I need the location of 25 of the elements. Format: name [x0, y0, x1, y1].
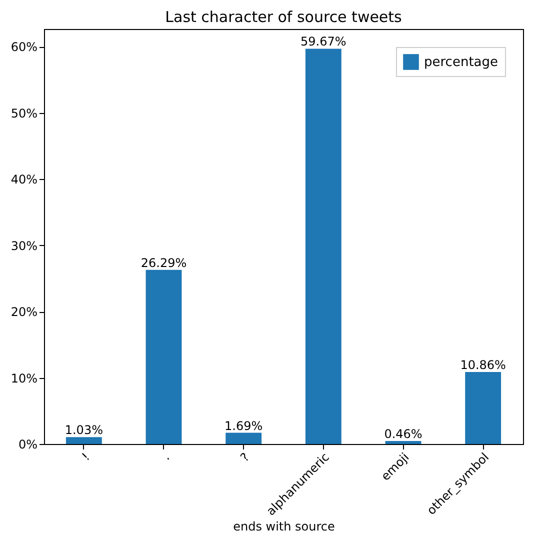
y-tick-label: 50% — [10, 106, 38, 120]
data-label: 1.03% — [64, 423, 103, 438]
legend-label: percentage — [424, 55, 498, 70]
x-tick-label: ! — [79, 450, 92, 464]
chart-title: Last character of source tweets — [165, 8, 402, 26]
data-label: 10.86% — [460, 358, 506, 372]
data-label: 0.46% — [384, 426, 422, 441]
y-tick-label: 20% — [10, 305, 38, 320]
x-tick-label: . — [160, 450, 172, 463]
y-tick-label: 10% — [10, 371, 38, 386]
x-tick-label: ? — [238, 450, 252, 464]
data-label: 59.67% — [300, 34, 346, 49]
y-tick-label: 0% — [18, 438, 38, 452]
bar — [305, 48, 342, 444]
y-tick-label: 40% — [10, 172, 38, 187]
bar — [465, 372, 502, 444]
bar — [66, 437, 102, 444]
bar — [146, 270, 182, 444]
data-label: 1.69% — [224, 418, 263, 433]
data-label: 26.29% — [140, 256, 187, 270]
y-tick-label: 60% — [10, 40, 38, 54]
y-tick-label: 30% — [10, 238, 38, 253]
x-axis-title: ends with source — [233, 520, 335, 534]
bar — [385, 440, 422, 444]
bar — [226, 432, 262, 444]
